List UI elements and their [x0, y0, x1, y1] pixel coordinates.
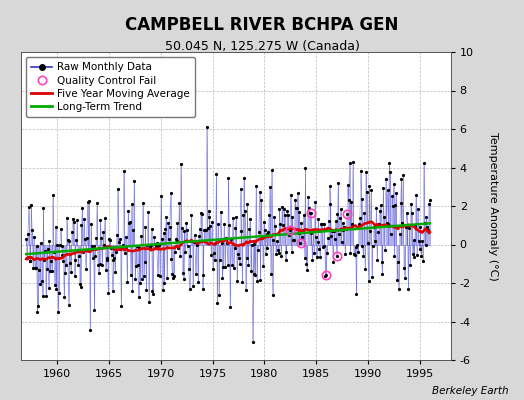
Legend: Raw Monthly Data, Quality Control Fail, Five Year Moving Average, Long-Term Tren: Raw Monthly Data, Quality Control Fail, …	[26, 57, 195, 117]
Text: CAMPBELL RIVER BCHPA GEN: CAMPBELL RIVER BCHPA GEN	[125, 16, 399, 34]
Text: Berkeley Earth: Berkeley Earth	[432, 386, 508, 396]
Y-axis label: Temperature Anomaly (°C): Temperature Anomaly (°C)	[487, 132, 498, 280]
Text: 50.045 N, 125.275 W (Canada): 50.045 N, 125.275 W (Canada)	[165, 40, 359, 53]
